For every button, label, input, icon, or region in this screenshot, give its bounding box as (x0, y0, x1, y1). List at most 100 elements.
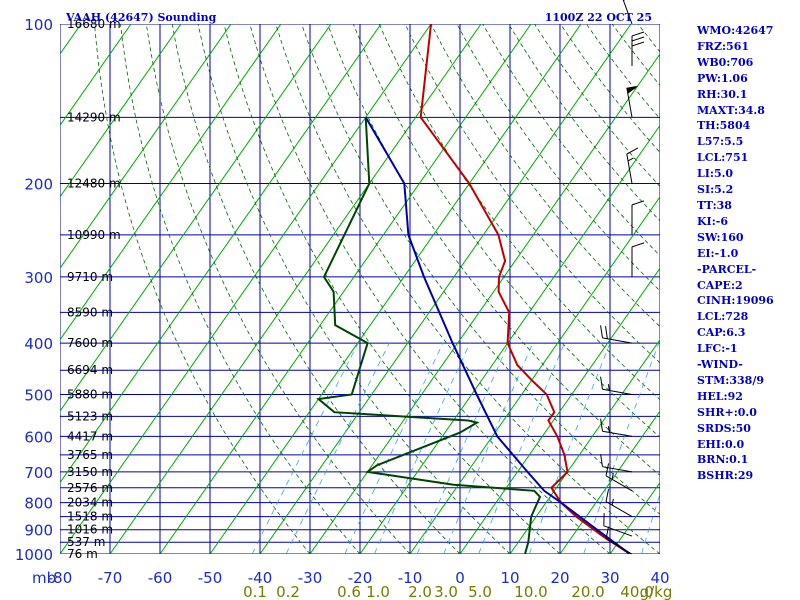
sounding-index-item: KI:-6 (697, 214, 728, 228)
temperature-tick-label: 0 (455, 569, 465, 587)
mixing-ratio-label: 3.0 (434, 583, 458, 600)
temperature-tick-label: 30 (600, 569, 619, 587)
dry-adiabat-line (120, 24, 361, 554)
dry-adiabat-line (249, 24, 611, 554)
sounding-index-item: RH:30.1 (697, 87, 748, 101)
wind-barb-staff (626, 87, 633, 118)
dry-adiabat-line (197, 24, 511, 554)
wind-barb-staff (605, 501, 633, 518)
height-level-label: 16680 m (67, 17, 121, 31)
isotherm-line (60, 24, 282, 341)
sounding-index-item: L57:5.5 (697, 135, 744, 149)
mixing-ratio-line (251, 342, 359, 554)
height-level-label: 12480 m (67, 177, 121, 191)
wind-barb-half-flag (611, 498, 614, 506)
temperature-tick-label: -70 (98, 569, 123, 587)
dry-adiabat-line (301, 24, 660, 515)
isotherm-line (409, 195, 660, 554)
temperature-tick-label: 40 (650, 569, 669, 587)
sounding-index-item: BSHR:29 (697, 469, 754, 483)
temperature-tick-label: 20 (550, 569, 569, 587)
wind-barb-flag (631, 36, 645, 42)
dry-adiabat-line (378, 24, 660, 401)
isotherm-line (60, 24, 332, 413)
mixing-ratio-label: 0.1 (243, 583, 267, 600)
wind-barb-staff (605, 538, 633, 555)
wind-barb-flag (631, 200, 645, 206)
wind-barb-flag (631, 31, 645, 37)
isotherm-line (60, 24, 182, 198)
temperature-tick-label: -80 (48, 569, 73, 587)
mixing-ratio-label: 2.0 (408, 583, 432, 600)
height-level-label: 10990 m (67, 228, 121, 242)
height-level-label: 1518 m (67, 510, 113, 524)
sounding-index-item: WMO:42647 (697, 24, 774, 37)
wind-barb-flag (605, 489, 610, 502)
mixing-ratio-label: 40.0 (620, 583, 653, 600)
dry-adiabat-line (223, 24, 561, 554)
pressure-tick-label: 300 (24, 269, 53, 287)
wind-barb-flag (631, 242, 645, 248)
height-level-label: 2576 m (67, 481, 113, 495)
isotherm-line (259, 24, 632, 554)
pressure-tick-label: 700 (24, 464, 53, 482)
wind-barb-half-flag (611, 473, 614, 480)
isotherm-line (559, 410, 660, 554)
sounding-index-item: SHR+:0.0 (697, 405, 757, 419)
mixing-ratio-label: 10.0 (514, 583, 547, 600)
sounding-index-item: LI:5.0 (697, 167, 734, 181)
chart-grid (60, 24, 660, 554)
wind-barb-half-flag (607, 384, 610, 391)
sounding-index-item: MAXT:34.8 (697, 103, 765, 117)
sounding-index-item: TT:38 (697, 198, 732, 212)
series-line-parcel (364, 116, 631, 554)
sounding-index-item: BRN:0.1 (697, 453, 749, 467)
mixing-ratio-line (583, 342, 660, 554)
wind-barb-flag (626, 147, 639, 155)
chart-subtitle: 1100Z 22 OCT 25 (545, 11, 652, 24)
sounding-indices-list: WMO:42647 FRZ:561 WB0:706 PW:1.06 RH:30.1 MAX… (697, 23, 800, 484)
wind-barb-flag (605, 463, 610, 476)
pressure-tick-label: 600 (24, 428, 53, 446)
wind-barb-staff (602, 430, 633, 437)
height-level-label: 3765 m (67, 448, 113, 462)
wind-barbs (600, 0, 645, 555)
height-level-label: 5880 m (67, 387, 113, 401)
dry-adiabat-line (171, 24, 461, 554)
wind-barb-flag (623, 0, 625, 1)
height-level-label: 537 m (67, 535, 105, 549)
sounding-index-item: -WIND- (697, 358, 743, 372)
mixing-ratio-label: 1.0 (366, 583, 390, 600)
dry-adiabat-line (94, 24, 311, 554)
pressure-tick-label: 200 (24, 176, 53, 194)
sounding-index-item: SW:160 (697, 230, 744, 244)
wind-barb-flag (600, 418, 603, 432)
mixing-ratio-line (443, 342, 534, 554)
wind-barb-staff (602, 466, 633, 473)
sounding-index-item: HEL:92 (697, 389, 743, 403)
isotherm-line (60, 24, 232, 270)
wind-barb-staff (602, 337, 633, 344)
pressure-tick-label: 400 (24, 335, 53, 353)
mixing-ratio-line (478, 342, 565, 554)
chart-series (316, 24, 631, 554)
mixing-ratio-label: 0.6 (337, 583, 361, 600)
mixing-ratio-line (641, 492, 660, 554)
wind-barb-half-flag (627, 157, 634, 162)
dry-adiabat-line (327, 24, 660, 476)
temperature-tick-label: -60 (148, 569, 173, 587)
isotherm-line (309, 53, 660, 554)
wind-barb-pennant (626, 85, 639, 94)
height-level-label: 6694 m (67, 363, 113, 377)
height-level-label: 9710 m (67, 270, 113, 284)
sounding-index-item: SRDS:50 (697, 421, 751, 435)
height-level-label: 4417 m (67, 429, 113, 443)
series-line-dewpoint (316, 117, 542, 554)
mixing-ratio-label: 20.0 (571, 583, 604, 600)
height-level-label: 8590 m (67, 305, 113, 319)
height-level-label: 1016 m (67, 523, 113, 537)
sounding-index-item: TH:5804 (697, 119, 751, 133)
sounding-index-item: -PARCEL- (697, 262, 757, 276)
mixing-ratio-label: g/kg (640, 583, 673, 600)
isotherm-line (60, 24, 432, 554)
